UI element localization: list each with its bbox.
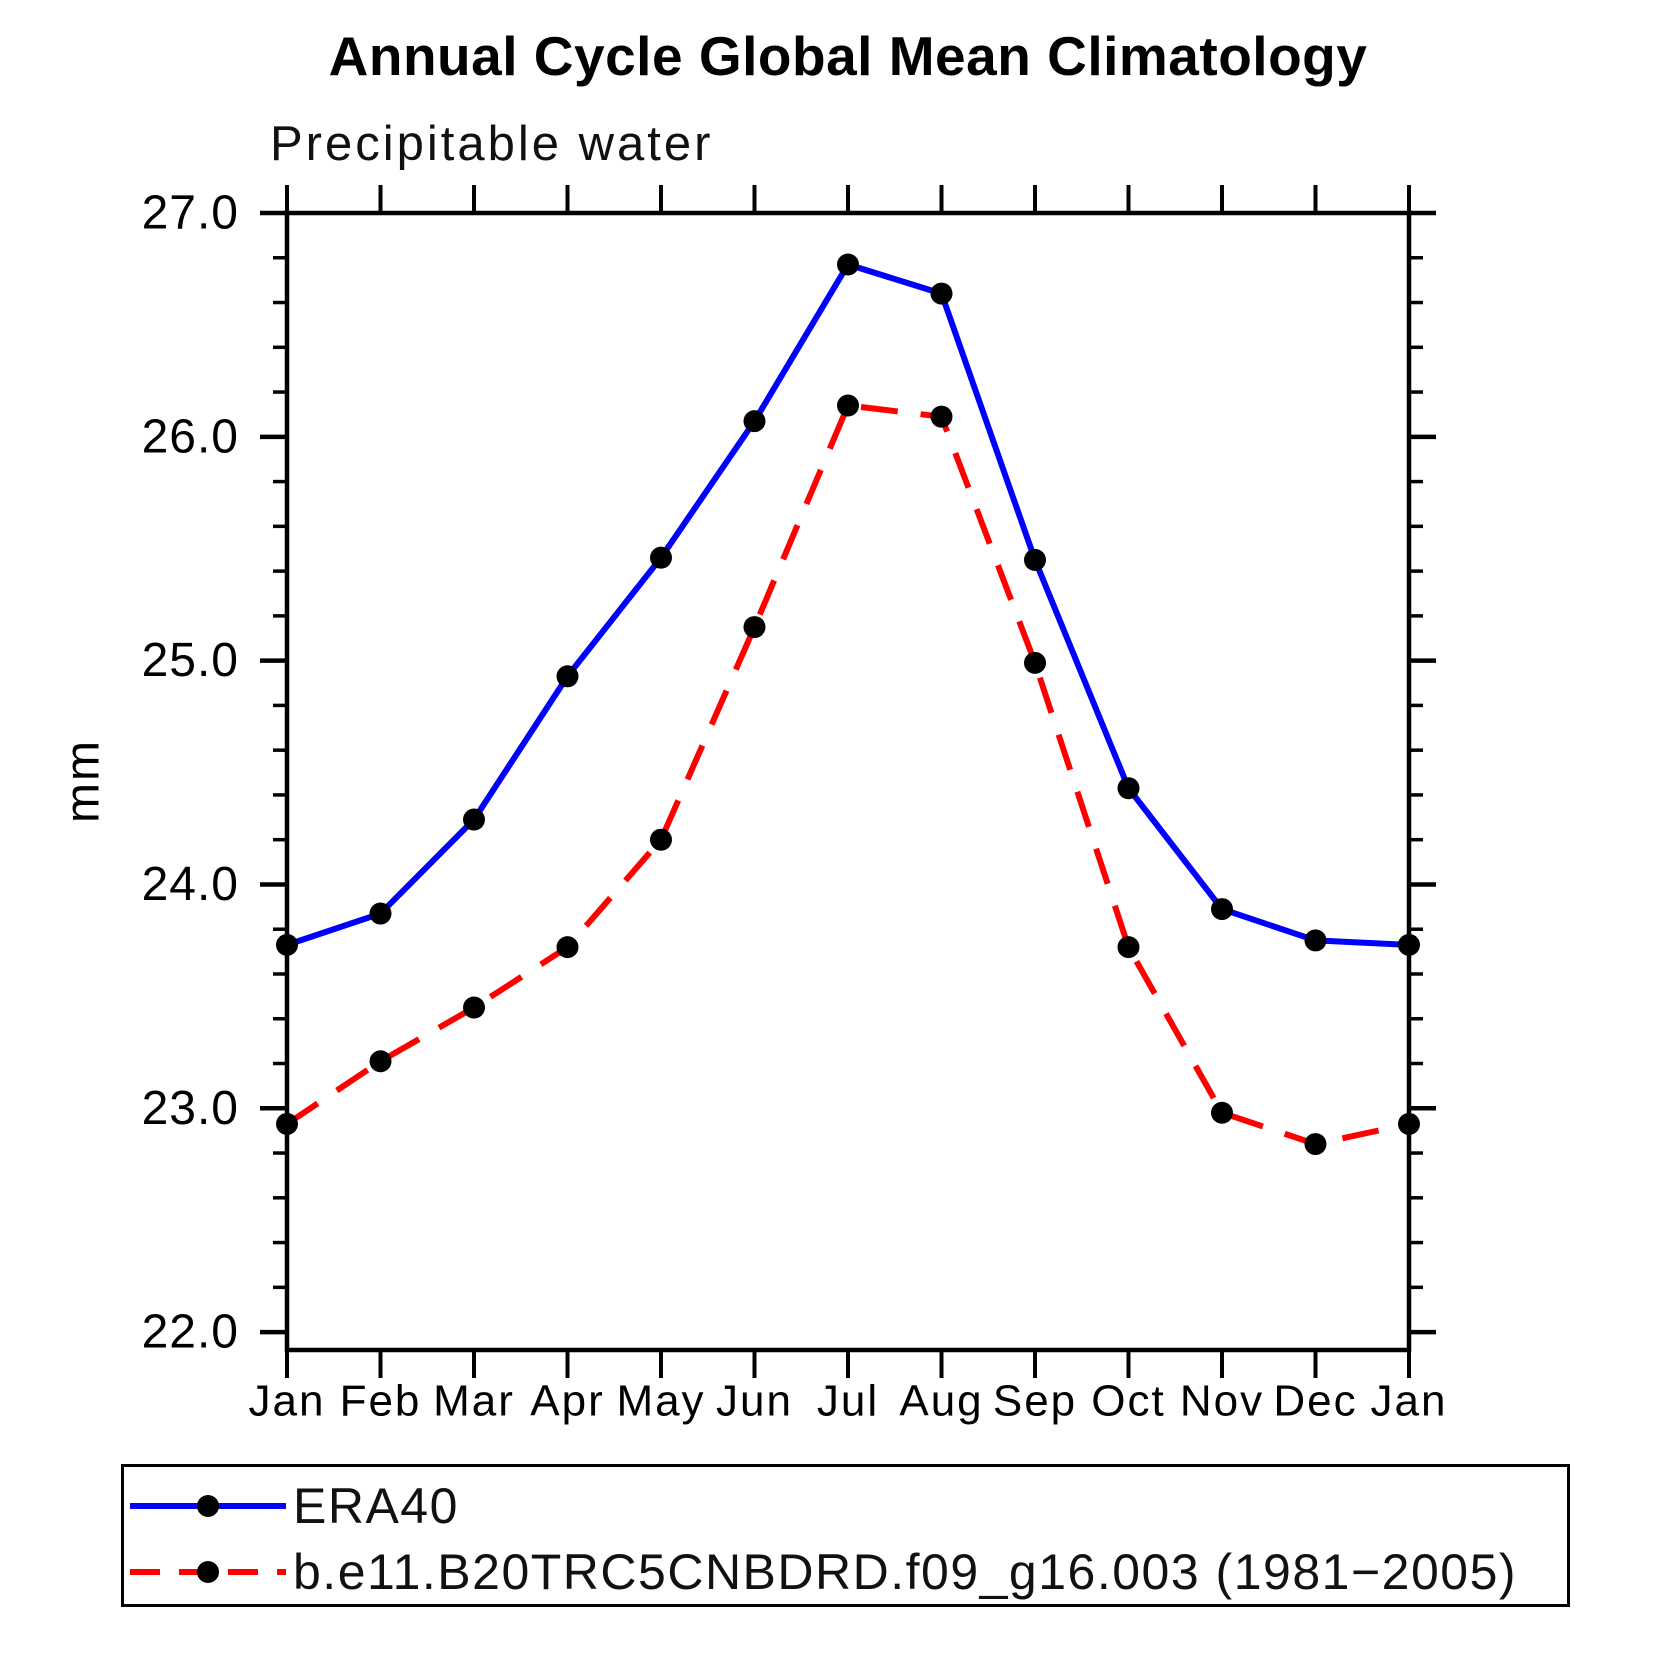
x-tick-label: Mar — [433, 1377, 515, 1426]
data-point — [1211, 898, 1233, 921]
data-point — [1024, 548, 1046, 571]
series-markers-1 — [276, 394, 1420, 1156]
y-tick-label: 23.0 — [142, 1082, 239, 1135]
data-point — [743, 410, 766, 433]
x-tick-label: May — [616, 1377, 705, 1426]
chart-subtitle: Precipitable water — [270, 117, 714, 171]
x-tick-label: Jun — [716, 1377, 793, 1426]
data-point — [930, 405, 953, 428]
series-markers-0 — [276, 253, 1420, 956]
data-point — [369, 902, 392, 925]
x-tick-label: Sep — [993, 1377, 1077, 1426]
y-axis-title: mm — [57, 739, 110, 823]
data-point — [1117, 936, 1140, 959]
y-tick-label: 25.0 — [142, 634, 239, 687]
legend-item-era40: ERA40 — [128, 1478, 459, 1534]
x-tick-label: Jul — [817, 1377, 879, 1426]
data-point — [556, 665, 579, 688]
data-point — [1117, 777, 1140, 800]
x-tick-label: Oct — [1091, 1377, 1165, 1426]
data-point — [837, 253, 859, 276]
x-tick-label: Aug — [899, 1377, 983, 1426]
y-tick-label: 22.0 — [142, 1306, 239, 1359]
data-point — [463, 996, 485, 1019]
data-point — [1304, 929, 1327, 952]
axes — [260, 185, 1436, 1378]
y-tick-label: 24.0 — [142, 858, 239, 911]
data-point — [1398, 1112, 1420, 1135]
data-point — [463, 808, 485, 831]
data-point — [1304, 1133, 1327, 1156]
legend-line-dashed-icon — [130, 1561, 286, 1583]
legend-label-era40: ERA40 — [293, 1478, 459, 1534]
data-point — [1024, 651, 1046, 674]
x-tick-label: Apr — [530, 1377, 604, 1426]
y-tick-label: 27.0 — [142, 187, 239, 240]
data-point — [556, 936, 579, 959]
legend-line-solid-icon — [130, 1495, 286, 1517]
data-point — [837, 394, 859, 417]
data-point — [930, 282, 953, 305]
x-tick-label: Dec — [1273, 1377, 1357, 1426]
series-line-1 — [285, 402, 1410, 1148]
legend-label-model: b.e11.B20TRC5CNBDRD.f09_g16.003 (1981−20… — [293, 1544, 1518, 1600]
data-point — [276, 1112, 298, 1135]
y-tick-label: 26.0 — [142, 410, 239, 463]
chart-title: Annual Cycle Global Mean Climatology — [328, 25, 1368, 87]
data-point — [743, 616, 766, 639]
legend-item-model: b.e11.B20TRC5CNBDRD.f09_g16.003 (1981−20… — [128, 1544, 1517, 1600]
data-point — [650, 828, 672, 851]
plot-box — [284, 210, 1412, 1353]
legend-box: ERA40 b.e11.B20TRC5CNBDRD.f09_g16.003 (1… — [121, 1464, 1570, 1607]
data-point — [1211, 1101, 1233, 1124]
data-point — [369, 1050, 392, 1073]
data-point — [650, 546, 672, 569]
series-line-0 — [286, 260, 1410, 948]
data-point — [276, 933, 298, 956]
data-point — [1398, 933, 1420, 956]
x-tick-label: Jan — [1371, 1377, 1448, 1426]
x-tick-label: Nov — [1180, 1377, 1264, 1426]
x-tick-label: Feb — [340, 1377, 422, 1426]
x-tick-label: Jan — [249, 1377, 326, 1426]
